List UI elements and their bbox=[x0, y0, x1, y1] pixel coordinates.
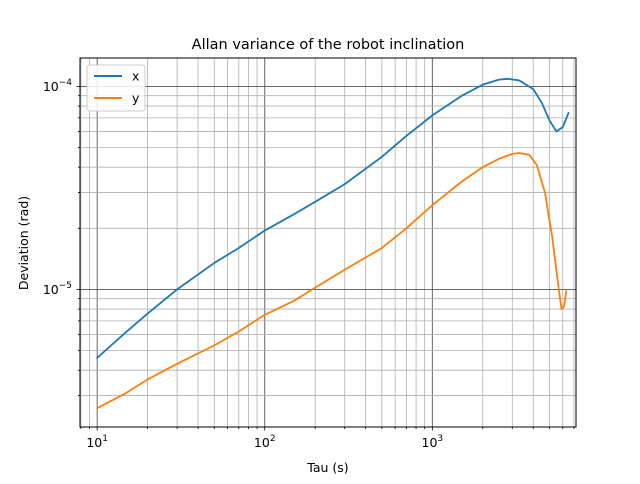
series-line-x bbox=[96, 77, 570, 359]
chart-title: Allan variance of the robot inclination bbox=[192, 37, 465, 53]
series-line-y bbox=[96, 152, 568, 410]
x-axis-label: Tau (s) bbox=[306, 460, 348, 475]
series-layer bbox=[96, 77, 570, 410]
legend-label-y: y bbox=[132, 91, 140, 106]
plot-frame bbox=[79, 57, 577, 428]
y-axis-label: Deviation (rad) bbox=[16, 196, 31, 290]
legend-label-x: x bbox=[132, 69, 139, 84]
legend: x y bbox=[86, 64, 146, 112]
